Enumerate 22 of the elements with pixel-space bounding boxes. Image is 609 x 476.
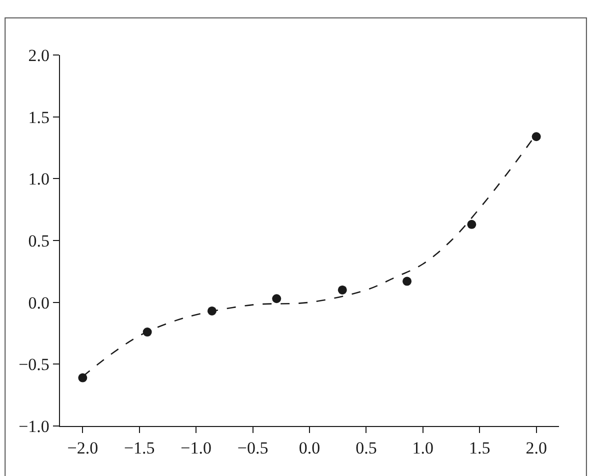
y-tick-label: 1.0 bbox=[28, 170, 50, 189]
y-tick-label: 0.0 bbox=[28, 293, 50, 312]
point bbox=[532, 132, 541, 142]
x-tick-label: −1.0 bbox=[180, 438, 212, 458]
x-tick-label: 1.0 bbox=[412, 438, 434, 458]
x-tick-label: −0.5 bbox=[237, 438, 268, 458]
point bbox=[338, 285, 347, 294]
point bbox=[272, 294, 282, 304]
x-tick-label: −1.5 bbox=[124, 438, 155, 458]
y-tick-label: 2.0 bbox=[28, 46, 50, 65]
y-tick-label: 0.5 bbox=[28, 231, 50, 250]
x-tick-label: 1.5 bbox=[468, 438, 490, 458]
point bbox=[78, 373, 88, 382]
x-tick-label: −2.0 bbox=[67, 438, 98, 458]
y-tick-label: −1.0 bbox=[18, 416, 50, 436]
y-tick-label: 1.5 bbox=[28, 108, 50, 127]
y-tick-label: −0.5 bbox=[18, 355, 50, 374]
x-tick-label: 2.0 bbox=[526, 438, 547, 458]
point bbox=[467, 220, 476, 229]
x-tick-label: 0.5 bbox=[356, 438, 377, 458]
point bbox=[402, 276, 412, 286]
x-tick-label: 0.0 bbox=[298, 438, 320, 458]
